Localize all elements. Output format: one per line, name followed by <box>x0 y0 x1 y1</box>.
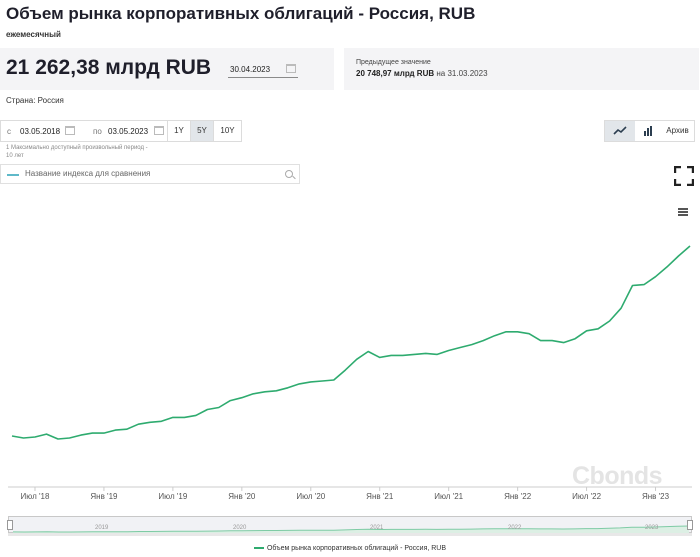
navigator-label-2020: 2020 <box>233 525 247 531</box>
range-note: 1 Максимально доступный произвольный пер… <box>6 144 148 160</box>
period-button-5y[interactable]: 5Y <box>190 121 213 141</box>
navigator-area <box>13 526 689 533</box>
navigator-series <box>12 525 690 533</box>
current-value-card: 21 262,38 млрд RUB 30.04.2023 <box>0 48 334 90</box>
date-range-selector: с 03.05.2018 по 03.05.2023 1Y 5Y 10Y <box>0 120 242 142</box>
navigator-left-handle[interactable] <box>7 520 13 530</box>
period-button-10y[interactable]: 10Y <box>213 121 241 141</box>
compare-index-input[interactable] <box>25 169 281 178</box>
calendar-icon[interactable] <box>286 64 296 73</box>
range-to-label: по <box>93 127 102 136</box>
bar-chart-icon <box>644 126 652 136</box>
country-label: Страна: Россия <box>6 96 64 105</box>
x-tick-label: Июл '19 <box>158 492 187 501</box>
x-tick-label: Июл '18 <box>21 492 50 501</box>
x-tick-label: Июл '21 <box>434 492 463 501</box>
frequency-label: ежемесячный <box>6 30 61 39</box>
range-note-line1: 1 Максимально доступный произвольный пер… <box>6 145 148 151</box>
x-tick-label: Янв '23 <box>642 492 670 501</box>
x-tick-label: Янв '19 <box>90 492 118 501</box>
fullscreen-icon[interactable] <box>674 166 694 186</box>
period-button-1y[interactable]: 1Y <box>167 121 190 141</box>
navigator-label-2019: 2019 <box>95 525 109 531</box>
navigator-label-2023: 2023 <box>645 525 659 531</box>
x-tick-label: Янв '22 <box>504 492 532 501</box>
navigator-label-2022: 2022 <box>508 525 522 531</box>
line-chart-button[interactable] <box>605 121 635 141</box>
navigator-line <box>12 525 690 533</box>
range-from-date[interactable]: 03.05.2018 <box>20 127 61 136</box>
previous-value: 20 748,97 млрд RUB <box>356 69 435 78</box>
value-date: 30.04.2023 <box>230 65 271 74</box>
compare-field[interactable] <box>0 164 300 184</box>
line-chart-icon <box>613 126 627 135</box>
range-to-date[interactable]: 03.05.2023 <box>108 127 149 136</box>
archive-button[interactable]: Архив <box>666 126 689 135</box>
navigator-label-2021: 2021 <box>370 525 384 531</box>
previous-date: 31.03.2023 <box>447 69 488 78</box>
bar-chart-button[interactable] <box>635 121 661 141</box>
navigator-right-handle[interactable] <box>687 520 693 530</box>
compare-series-swatch <box>7 174 19 176</box>
previous-value-label: Предыдущее значение <box>356 59 431 66</box>
page-title: Объем рынка корпоративных облигаций - Ро… <box>6 4 476 23</box>
range-from-label: с <box>7 127 11 136</box>
x-tick-label: Июл '22 <box>572 492 601 501</box>
from-calendar-icon[interactable] <box>65 126 75 135</box>
series-line <box>11 245 691 440</box>
search-icon[interactable] <box>285 170 293 178</box>
previous-on: на <box>436 69 446 78</box>
chart-legend[interactable]: Объем рынка корпоративных облигаций - Ро… <box>0 545 700 552</box>
navigator-scrollbar[interactable] <box>8 533 692 536</box>
legend-label: Объем рынка корпоративных облигаций - Ро… <box>266 545 447 552</box>
x-tick-label: Янв '21 <box>366 492 394 501</box>
previous-value-card: Предыдущее значение 20 748,97 млрд RUB н… <box>344 48 699 90</box>
chart-menu-icon[interactable] <box>678 208 688 216</box>
current-value: 21 262,38 млрд RUB <box>6 56 212 79</box>
chart-toolbar: Архив <box>604 120 695 142</box>
range-note-line2: 10 лет <box>6 153 24 159</box>
cbonds-watermark: Cbonds <box>572 462 663 490</box>
previous-value-line: 20 748,97 млрд RUB на 31.03.2023 <box>356 69 488 78</box>
x-tick-label: Июл '20 <box>296 492 325 501</box>
range-navigator[interactable]: 2019 2020 2021 2022 2023 <box>7 516 693 533</box>
value-date-field[interactable]: 30.04.2023 <box>228 60 298 78</box>
legend-swatch <box>253 547 264 550</box>
to-calendar-icon[interactable] <box>154 126 164 135</box>
x-tick-label: Янв '20 <box>228 492 256 501</box>
